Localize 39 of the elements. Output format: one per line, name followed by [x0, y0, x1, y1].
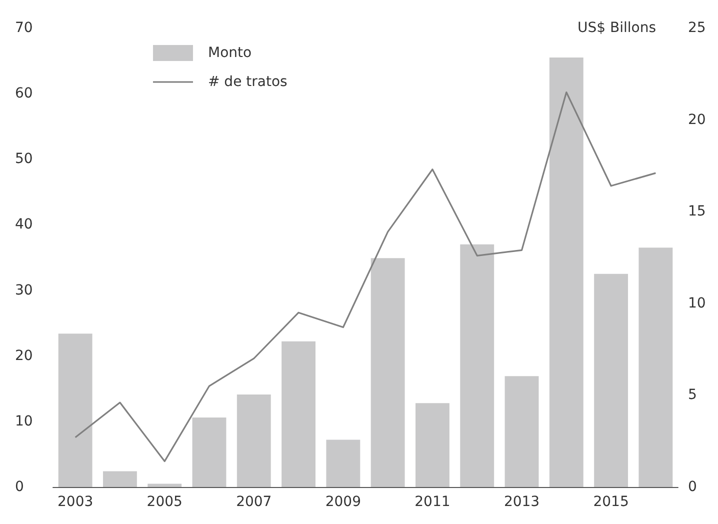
bar [460, 244, 494, 487]
bar [549, 58, 584, 487]
y-tick-label: 70 [15, 20, 33, 36]
bar [103, 471, 137, 487]
y-tick-label: 10 [15, 413, 33, 430]
y2-axis-title: US$ Billons [578, 20, 656, 36]
bar [326, 440, 360, 487]
bar [638, 248, 673, 487]
y2-tick-label: 0 [688, 479, 697, 495]
y-tick-label: 0 [15, 479, 24, 495]
y-tick-label: 50 [15, 151, 33, 168]
bar [504, 376, 539, 487]
line-series [74, 91, 656, 462]
bar [370, 258, 405, 487]
y2-tick-label: 20 [688, 112, 706, 128]
x-tick-label: 2013 [504, 494, 540, 510]
y2-tick-label: 15 [688, 204, 706, 220]
bar [148, 484, 182, 487]
y-tick-label: 60 [15, 86, 33, 102]
legend-label: Monto [208, 45, 252, 61]
x-tick-label: 2015 [593, 494, 629, 510]
legend-label: # de tratos [208, 74, 288, 90]
bar [594, 274, 628, 487]
bar [282, 341, 316, 487]
x-tick-label: 2009 [325, 494, 361, 510]
x-tick-label: 2007 [236, 494, 272, 510]
y-tick-label: 40 [15, 216, 33, 233]
x-tick-label: 2011 [414, 494, 450, 510]
x-tick-label: 2003 [58, 494, 94, 510]
bar [236, 394, 271, 487]
bar [416, 403, 450, 487]
y2-tick-label: 5 [688, 387, 697, 404]
y-tick-label: 20 [15, 348, 33, 364]
bar [58, 334, 92, 487]
x-tick-label: 2005 [146, 494, 182, 510]
y-tick-label: 30 [15, 282, 33, 298]
y2-tick-label: 25 [688, 20, 706, 36]
y2-tick-label: 10 [688, 295, 706, 312]
bar [192, 417, 226, 487]
